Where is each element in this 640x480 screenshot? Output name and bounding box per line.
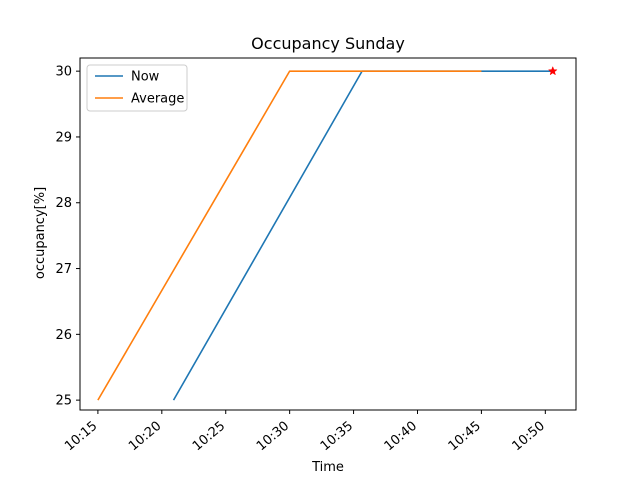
y-axis-title: occupancy[%]	[33, 187, 48, 279]
chart-title: Occupancy Sunday	[251, 34, 405, 53]
y-tick-label: 27	[55, 262, 72, 277]
series-line-average	[97, 70, 482, 401]
x-tick-label: 10:50	[510, 419, 548, 455]
y-tick-label: 25	[55, 394, 72, 409]
x-tick-label: 10:35	[318, 419, 356, 455]
y-tick-label: 26	[55, 328, 72, 343]
legend: Now Average	[86, 64, 188, 112]
axes-frame	[79, 57, 577, 411]
y-tick-label: 30	[55, 65, 72, 80]
legend-label-now: Now	[131, 70, 160, 85]
star-marker	[547, 65, 558, 76]
plot-area	[97, 65, 558, 401]
legend-label-average: Average	[131, 92, 184, 107]
x-axis-title: Time	[311, 460, 344, 475]
x-tick-label: 10:20	[126, 419, 164, 455]
x-tick-label: 10:40	[382, 419, 420, 455]
series-line-now	[172, 70, 553, 401]
x-tick-label: 10:30	[254, 419, 292, 455]
y-tick-label: 29	[55, 130, 72, 145]
x-tick-label: 10:15	[62, 419, 100, 455]
x-tick-label: 10:25	[190, 419, 228, 455]
x-tick-label: 10:45	[446, 419, 484, 455]
axis-ticks: 10:15 10:20 10:25 10:30 10:35 10:40 10:45 10:50…	[55, 65, 547, 454]
y-tick-label: 28	[55, 196, 72, 211]
